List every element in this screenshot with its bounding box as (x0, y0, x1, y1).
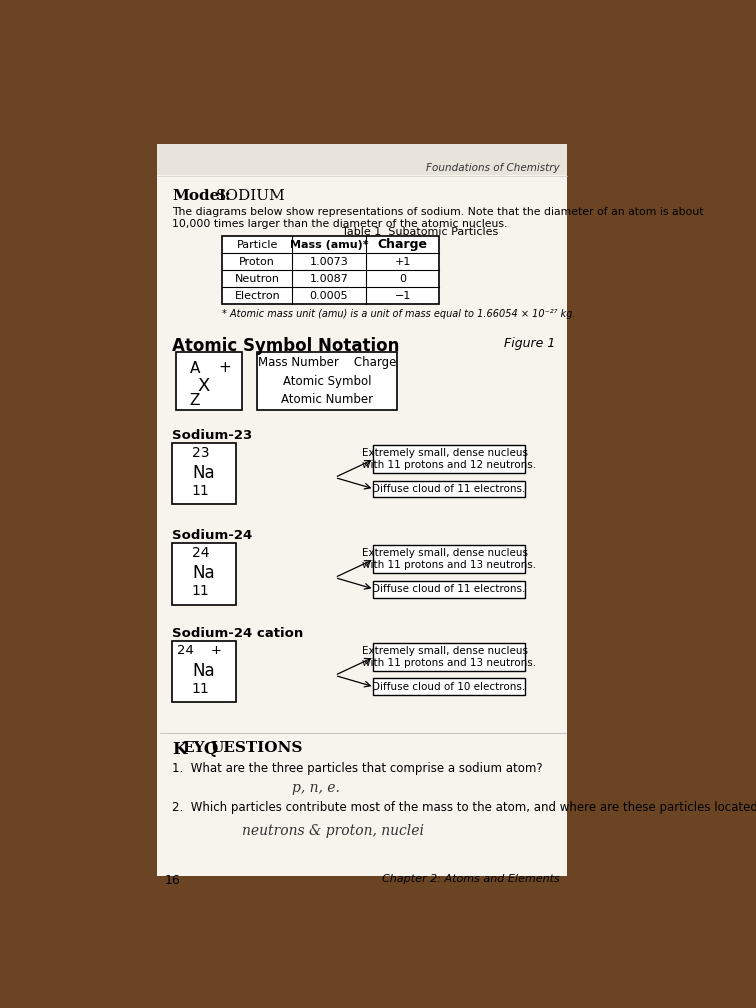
Text: Atomic Number: Atomic Number (281, 393, 373, 406)
Bar (176, 352, 242, 409)
Text: 0: 0 (399, 274, 406, 284)
Text: Diffuse cloud of 11 electrons.: Diffuse cloud of 11 electrons. (373, 584, 525, 594)
Text: Diffuse cloud of 10 electrons.: Diffuse cloud of 10 electrons. (373, 681, 525, 691)
Text: Na: Na (193, 464, 215, 482)
Bar (172, 641, 236, 703)
Text: EY: EY (182, 741, 205, 755)
Text: Extremely small, dense nucleus
with 11 protons and 13 neutrons.: Extremely small, dense nucleus with 11 p… (362, 548, 536, 570)
Text: Atomic Symbol: Atomic Symbol (283, 375, 371, 388)
Text: p, n, e.: p, n, e. (292, 781, 340, 795)
Text: Neutron: Neutron (235, 274, 280, 284)
Bar (257, 352, 397, 409)
Bar (94, 121, 160, 897)
Text: 1.0087: 1.0087 (309, 274, 349, 284)
Text: Particle: Particle (237, 240, 278, 250)
Text: 2.  Which particles contribute most of the mass to the atom, and where are these: 2. Which particles contribute most of th… (172, 801, 756, 813)
Bar (373, 678, 525, 696)
Text: Model:: Model: (172, 188, 231, 203)
Text: Z: Z (190, 393, 200, 408)
Text: Extremely small, dense nucleus
with 11 protons and 13 neutrons.: Extremely small, dense nucleus with 11 p… (362, 646, 536, 667)
Text: * Atomic mass unit (amu) is a unit of mass equal to 1.66054 × 10⁻²⁷ kg.: * Atomic mass unit (amu) is a unit of ma… (222, 308, 576, 319)
Bar (373, 581, 525, 598)
Text: X: X (197, 377, 210, 394)
Text: 23: 23 (192, 446, 209, 460)
Text: 24: 24 (192, 546, 209, 559)
Bar (373, 481, 525, 498)
Text: +1: +1 (395, 257, 411, 267)
Text: Q: Q (197, 741, 218, 758)
Text: 0.0005: 0.0005 (310, 290, 349, 300)
Text: 11: 11 (192, 585, 209, 599)
Text: K: K (172, 741, 187, 758)
Text: Extremely small, dense nucleus
with 11 protons and 12 neutrons.: Extremely small, dense nucleus with 11 p… (362, 449, 536, 470)
Text: +: + (218, 360, 231, 375)
Text: Sodium-23: Sodium-23 (172, 429, 253, 442)
Text: The diagrams below show representations of sodium. Note that the diameter of an : The diagrams below show representations … (172, 208, 704, 217)
Text: Charge: Charge (377, 239, 428, 251)
Bar (172, 443, 236, 504)
Text: Table 1  Subatomic Particles: Table 1 Subatomic Particles (342, 227, 498, 237)
Text: Figure 1: Figure 1 (504, 337, 556, 350)
Text: 10,000 times larger than the diameter of the atomic nucleus.: 10,000 times larger than the diameter of… (172, 219, 507, 229)
Bar (156, 144, 567, 876)
Text: 11: 11 (192, 484, 209, 498)
Text: 24    +: 24 + (178, 644, 222, 657)
Text: Na: Na (193, 661, 215, 679)
Bar (373, 643, 525, 670)
Text: Electron: Electron (234, 290, 280, 300)
Text: Mass Number    Charge: Mass Number Charge (258, 356, 396, 369)
Text: Proton: Proton (240, 257, 275, 267)
Bar (156, 144, 567, 174)
Bar (172, 543, 236, 605)
Bar (222, 237, 439, 304)
Text: 1.  What are the three particles that comprise a sodium atom?: 1. What are the three particles that com… (172, 762, 543, 774)
Bar (373, 545, 525, 573)
Bar (373, 446, 525, 473)
Text: Mass (amu)*: Mass (amu)* (290, 240, 368, 250)
Bar (544, 121, 680, 897)
Text: 1.0073: 1.0073 (309, 257, 349, 267)
Text: Sodium-24 cation: Sodium-24 cation (172, 627, 303, 640)
Text: −1: −1 (395, 290, 411, 300)
Text: 16: 16 (164, 874, 180, 887)
Text: Sodium-24: Sodium-24 (172, 529, 253, 542)
Text: Atomic Symbol Notation: Atomic Symbol Notation (172, 337, 399, 355)
Text: Diffuse cloud of 11 electrons.: Diffuse cloud of 11 electrons. (373, 484, 525, 494)
Text: Chapter 2: Atoms and Elements: Chapter 2: Atoms and Elements (382, 874, 559, 884)
Text: A: A (190, 361, 200, 376)
Text: Na: Na (193, 563, 215, 582)
Text: SODIUM: SODIUM (215, 188, 285, 203)
Text: Foundations of Chemistry: Foundations of Chemistry (426, 163, 559, 173)
Text: 11: 11 (192, 682, 209, 697)
Text: neutrons & proton, nuclei: neutrons & proton, nuclei (242, 824, 424, 838)
Text: UESTIONS: UESTIONS (211, 741, 303, 755)
